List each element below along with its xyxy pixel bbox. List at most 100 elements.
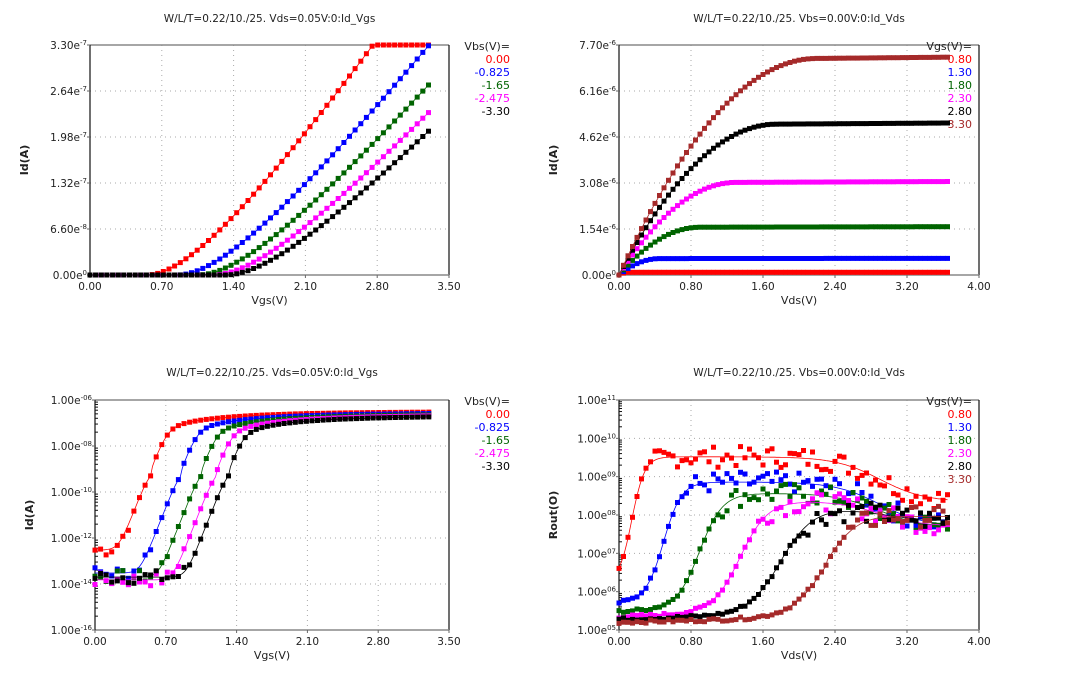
data-point <box>886 502 892 507</box>
y-tick-label: 1.00e11 <box>577 394 616 407</box>
data-point <box>688 613 694 619</box>
data-point <box>268 236 273 242</box>
data-point <box>769 269 775 275</box>
data-point <box>198 506 204 512</box>
data-point <box>657 193 662 198</box>
data-point <box>832 494 838 500</box>
data-point <box>264 420 270 426</box>
data-point <box>778 504 784 510</box>
series-2.30 <box>616 490 950 621</box>
data-point <box>895 179 901 185</box>
data-point <box>369 108 375 114</box>
data-point <box>828 255 833 261</box>
data-point <box>742 492 748 498</box>
data-point <box>693 191 698 196</box>
data-point <box>747 616 752 622</box>
data-point <box>891 55 896 61</box>
data-point <box>900 55 905 61</box>
data-point <box>756 74 761 80</box>
data-point <box>810 256 815 261</box>
data-point <box>284 152 290 158</box>
data-point <box>904 507 910 513</box>
data-point <box>801 224 806 230</box>
data-point <box>273 254 279 260</box>
data-point <box>778 179 784 185</box>
data-point <box>940 255 946 261</box>
data-point <box>426 414 432 420</box>
data-point <box>733 269 739 275</box>
data-point <box>774 224 779 230</box>
data-point <box>931 179 937 185</box>
data-point <box>765 256 770 261</box>
data-point <box>922 255 928 261</box>
data-point <box>625 258 631 264</box>
data-point <box>262 253 268 259</box>
data-point <box>194 247 200 253</box>
data-point <box>375 102 381 108</box>
data-point <box>738 603 743 609</box>
data-point <box>228 262 234 268</box>
data-point <box>868 522 874 528</box>
data-point <box>386 89 392 95</box>
data-point <box>720 224 725 230</box>
data-point <box>873 269 878 275</box>
data-point <box>823 269 829 275</box>
data-point <box>616 272 622 278</box>
data-point <box>945 492 950 498</box>
data-point <box>873 55 878 61</box>
data-point <box>652 211 658 217</box>
data-point <box>375 159 381 165</box>
data-point <box>936 120 941 126</box>
data-point <box>661 616 667 622</box>
data-point <box>760 613 766 619</box>
data-point <box>132 272 138 278</box>
data-point <box>909 499 914 505</box>
data-point <box>214 495 220 501</box>
data-point <box>237 428 243 434</box>
data-point <box>940 497 946 503</box>
data-point <box>634 269 640 275</box>
data-point <box>747 126 752 132</box>
data-point <box>684 614 689 620</box>
data-point <box>630 257 635 263</box>
data-point <box>909 224 914 230</box>
data-point <box>621 615 626 621</box>
data-point <box>358 58 364 64</box>
data-point <box>358 190 364 196</box>
data-point <box>648 611 653 617</box>
data-point <box>192 418 198 424</box>
data-point <box>688 483 694 489</box>
data-point <box>738 88 743 94</box>
y-tick-label: 6.60e-8 <box>50 223 87 236</box>
data-point <box>688 617 694 622</box>
data-point <box>109 579 115 585</box>
data-point <box>792 451 797 457</box>
data-point <box>237 413 243 419</box>
data-point <box>181 510 187 516</box>
data-point <box>936 503 941 509</box>
data-point <box>855 121 860 127</box>
data-point <box>801 592 806 598</box>
data-point <box>251 230 257 236</box>
data-point <box>792 489 797 495</box>
data-point <box>868 269 874 275</box>
data-point <box>760 72 766 77</box>
series-3.30 <box>616 54 950 278</box>
legend-title: Vbs(V)= <box>464 395 510 408</box>
data-point <box>693 605 698 611</box>
data-point <box>945 255 950 261</box>
data-point <box>149 272 155 278</box>
data-point <box>882 505 887 511</box>
data-point <box>720 139 725 145</box>
data-point <box>679 617 685 623</box>
data-point <box>137 575 142 581</box>
data-point <box>891 179 896 185</box>
data-point <box>783 224 788 230</box>
data-point <box>828 484 833 490</box>
data-point <box>251 249 257 255</box>
data-point <box>769 612 775 618</box>
data-point <box>369 180 375 186</box>
data-point <box>234 259 240 265</box>
data-point <box>774 469 779 475</box>
data-point <box>639 232 644 238</box>
